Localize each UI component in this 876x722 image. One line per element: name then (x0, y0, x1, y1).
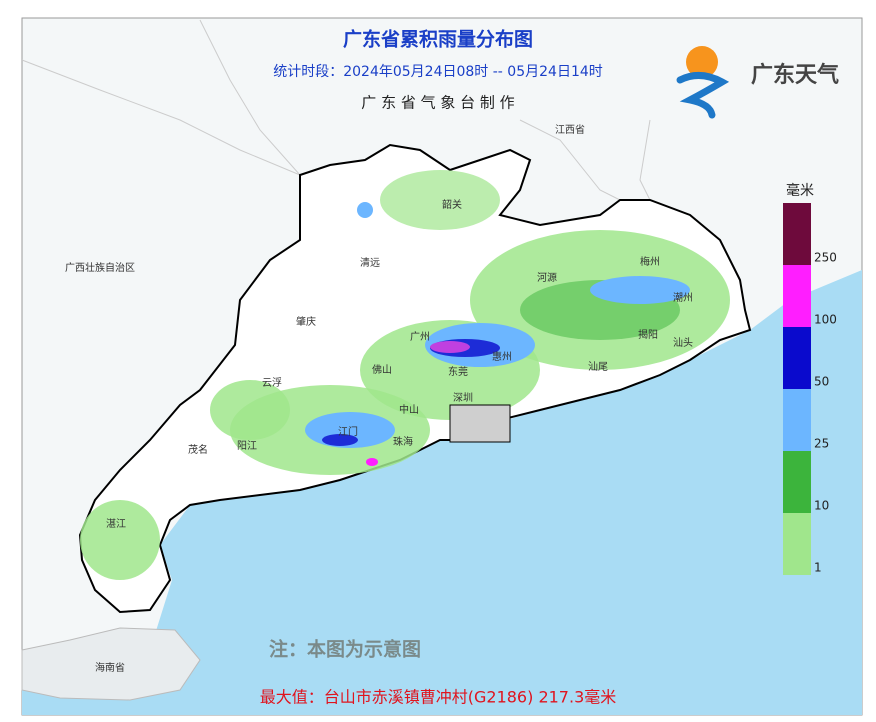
place-label: 揭阳 (638, 328, 658, 341)
legend-label: 100 (814, 313, 837, 327)
period: 统计时段：2024年05月24日08时 -- 05月24日14时 (273, 64, 603, 80)
place-label: 珠海 (393, 435, 413, 448)
place-label: 江门 (338, 425, 358, 438)
producer: 广 东 省 气 象 台 制 作 (361, 94, 514, 112)
place-label: 云浮 (262, 377, 282, 389)
place-label: 汕头 (673, 337, 693, 349)
place-label: 惠州 (492, 350, 512, 363)
place-label: 阳江 (237, 440, 257, 452)
place-label: 梅州 (640, 255, 660, 268)
legend-label: 25 (814, 437, 829, 451)
legend-label: 1 (814, 561, 822, 575)
place-label: 肇庆 (296, 315, 316, 328)
legend-label: 10 (814, 499, 829, 513)
legend-swatch (783, 451, 811, 513)
max-value: 最大值：台山市赤溪镇曹冲村(G2186) 217.3毫米 (260, 688, 617, 707)
place-label: 清远 (360, 256, 380, 269)
place-label: 河源 (537, 271, 557, 284)
hongkong-box (449, 404, 511, 443)
note: 注：本图为示意图 (269, 638, 421, 661)
place-label: 广州 (410, 331, 430, 343)
sea (22, 270, 862, 715)
place-label: 中山 (399, 403, 419, 416)
place-label: 海南省 (95, 661, 125, 674)
logo: 广东天气 (676, 46, 839, 119)
place-label: 潮州 (673, 291, 693, 304)
legend-swatch (783, 513, 811, 575)
legend-swatch (783, 203, 811, 265)
place-label: 佛山 (372, 363, 392, 376)
legend-label: 250 (814, 251, 837, 265)
province-borders (21, 19, 651, 201)
legend-unit: 毫米 (786, 182, 814, 199)
place-label: 湛江 (106, 518, 126, 530)
legend: 毫米 250 100 50 25 10 1 (783, 182, 837, 575)
legend-swatch (783, 389, 811, 451)
legend-swatch (783, 327, 811, 389)
place-label: 东莞 (448, 365, 468, 378)
hainan (21, 627, 201, 701)
title: 广东省累积雨量分布图 (343, 28, 533, 51)
place-label: 茂名 (188, 443, 208, 456)
place-label: 深圳 (453, 392, 473, 404)
rain-areas (80, 170, 730, 580)
place-label: 江西省 (555, 123, 585, 136)
logo-text: 广东天气 (751, 62, 839, 88)
place-label: 广西壮族自治区 (65, 261, 135, 274)
place-label: 韶关 (442, 198, 462, 211)
legend-swatch (783, 265, 811, 327)
legend-label: 50 (814, 375, 829, 389)
place-label: 汕尾 (588, 361, 608, 373)
